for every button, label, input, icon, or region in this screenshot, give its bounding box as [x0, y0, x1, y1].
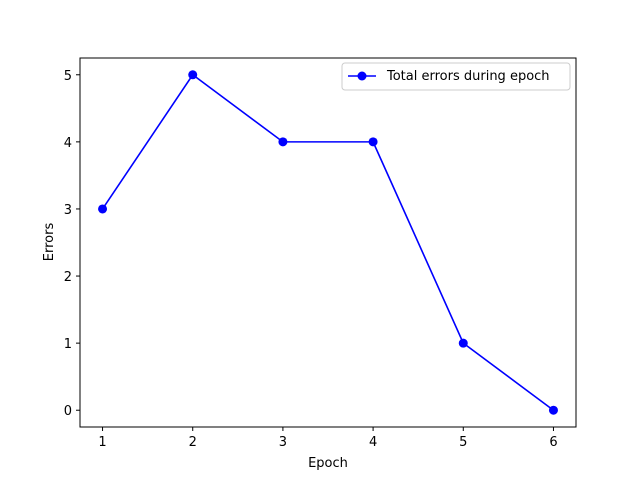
x-axis-ticks: 1 2 3 4 5 6 [98, 427, 558, 450]
data-point [368, 137, 378, 147]
x-tick-label: 2 [189, 435, 197, 450]
x-tick-label: 6 [549, 435, 557, 450]
y-tick-label: 2 [64, 270, 72, 285]
series-line [101, 73, 554, 411]
legend: Total errors during epoch [341, 62, 571, 91]
legend-marker-swatch [357, 71, 367, 81]
x-axis-label: Epoch [308, 456, 348, 471]
y-tick-label: 0 [64, 404, 72, 419]
y-tick-label: 3 [64, 203, 72, 218]
series-layer [98, 70, 558, 415]
y-axis-ticks: 0 1 2 3 4 5 [64, 69, 80, 419]
x-tick-label: 1 [98, 435, 106, 450]
data-point [458, 338, 468, 348]
data-point [98, 204, 108, 214]
y-tick-label: 4 [64, 136, 72, 151]
legend-series-label: Total errors during epoch [386, 69, 550, 84]
data-point [278, 137, 288, 147]
data-point [548, 405, 558, 415]
legend-box [341, 62, 571, 91]
x-tick-label: 4 [369, 435, 377, 450]
x-tick-label: 3 [279, 435, 287, 450]
y-tick-label: 5 [64, 69, 72, 84]
plot-frame [79, 57, 577, 428]
y-tick-label: 1 [64, 337, 72, 352]
data-point [188, 70, 198, 80]
x-tick-label: 5 [459, 435, 467, 450]
y-axis-label: Errors [42, 223, 57, 262]
